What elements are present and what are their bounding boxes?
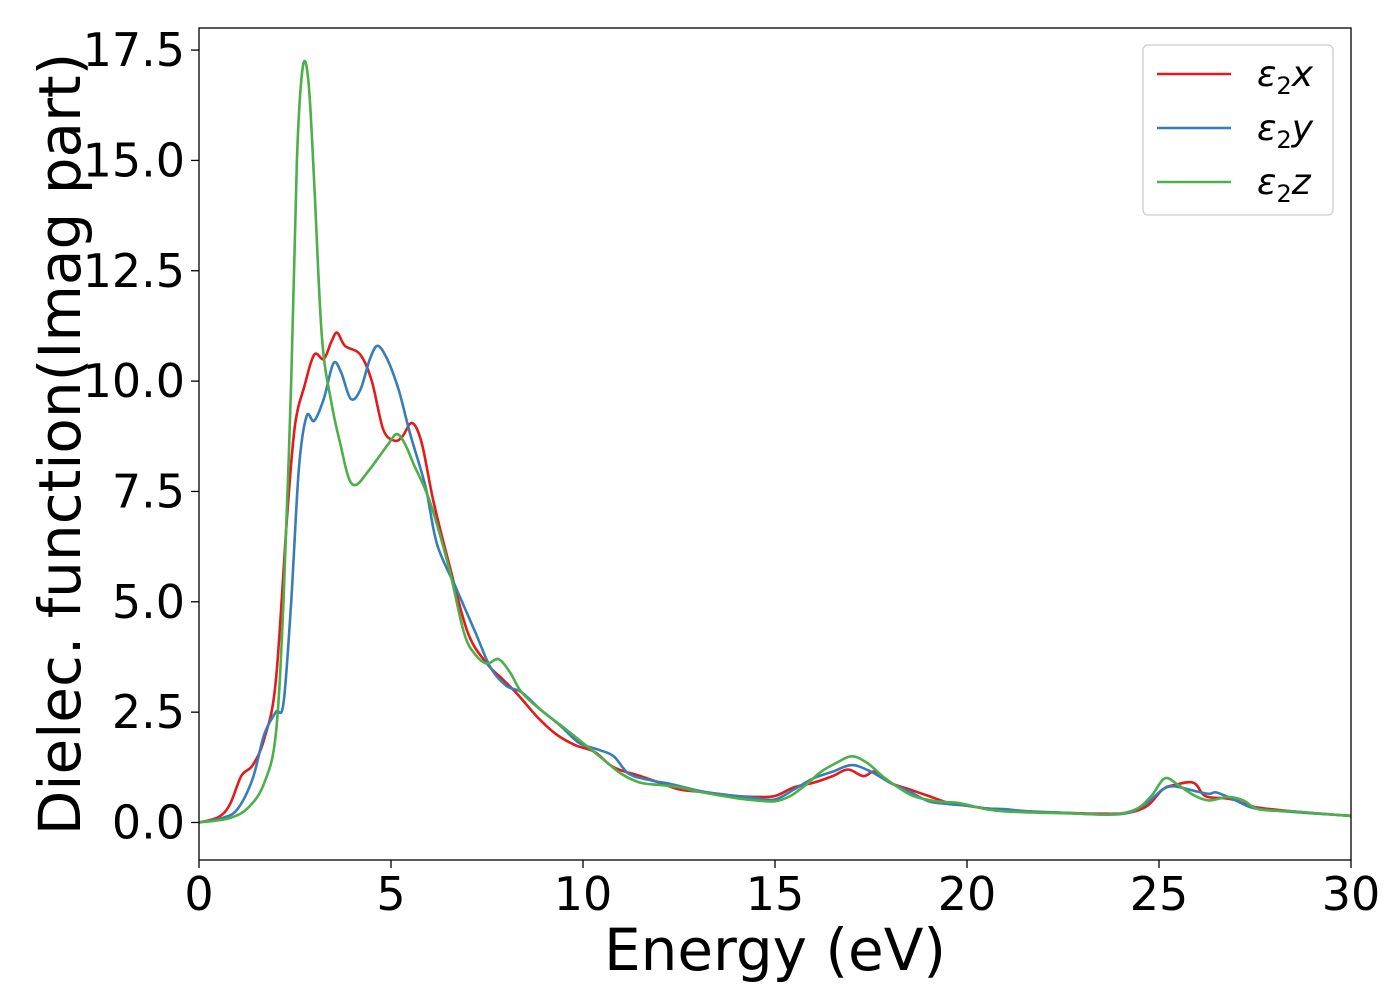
x-axis-ticks: 0 5 10 15 20 25 30 xyxy=(184,860,1380,921)
series-layer xyxy=(198,59,1352,824)
y-tick-label: 15.0 xyxy=(83,133,185,187)
series-line-z xyxy=(198,59,1352,824)
series-line-y xyxy=(198,344,1352,824)
x-tick-label: 15 xyxy=(746,867,805,921)
legend-label: ε2z xyxy=(1257,162,1312,208)
y-tick-label: 5.0 xyxy=(112,575,185,629)
legend: ε2x ε2y ε2z xyxy=(1142,44,1334,216)
y-axis-ticks: 0.0 2.5 5.0 7.5 10.0 12.5 15.0 17.5 xyxy=(83,23,199,849)
y-tick-label: 7.5 xyxy=(112,464,185,518)
x-tick-label: 20 xyxy=(938,867,997,921)
legend-label: ε2x xyxy=(1257,54,1314,100)
y-tick-label: 2.5 xyxy=(112,685,185,739)
x-tick-label: 10 xyxy=(554,867,613,921)
y-tick-label: 17.5 xyxy=(83,23,185,77)
x-axis-title: Energy (eV) xyxy=(604,916,946,984)
y-tick-label: 0.0 xyxy=(112,795,185,849)
legend-label: ε2y xyxy=(1257,108,1314,154)
y-tick-label: 10.0 xyxy=(83,354,185,408)
x-tick-label: 5 xyxy=(376,867,405,921)
y-tick-label: 12.5 xyxy=(83,244,185,298)
x-tick-label: 0 xyxy=(184,867,213,921)
x-tick-label: 30 xyxy=(1322,867,1381,921)
y-axis-title: Dielec. function(Imag part) xyxy=(26,53,94,836)
x-tick-label: 25 xyxy=(1130,867,1189,921)
legend-box xyxy=(1142,44,1334,216)
series-line-x xyxy=(198,331,1352,824)
